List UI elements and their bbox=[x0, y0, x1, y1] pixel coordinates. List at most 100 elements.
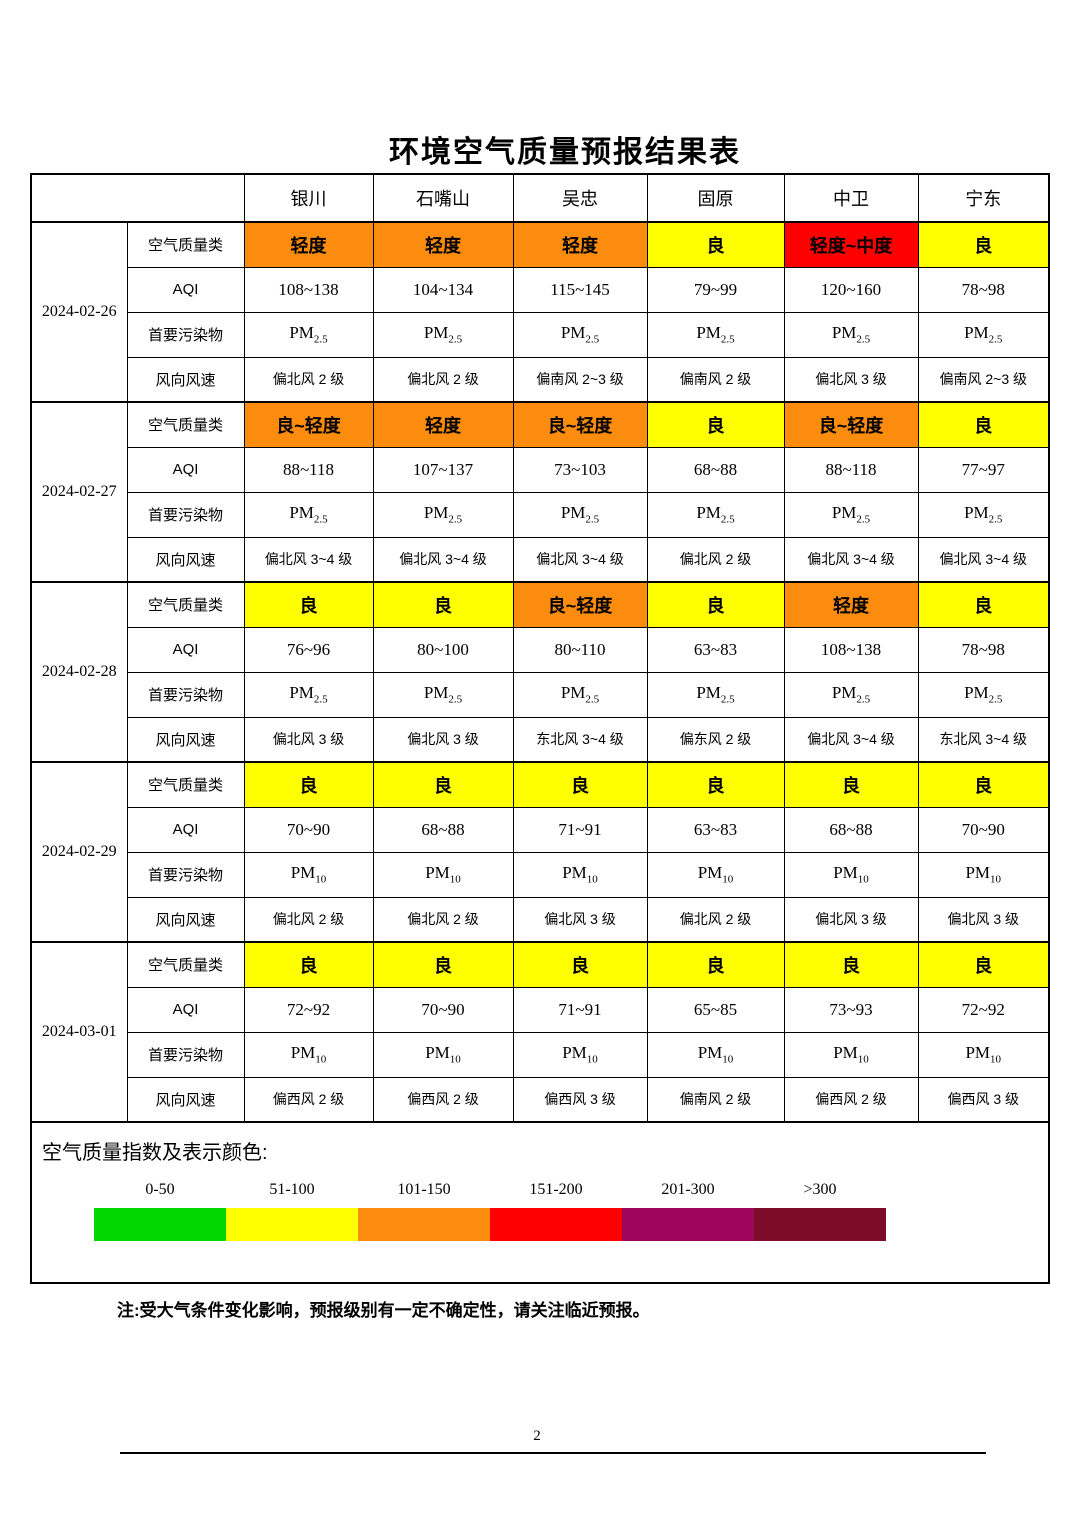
row-label: 首要污染物 bbox=[126, 671, 245, 718]
quality-cell: 良 bbox=[646, 761, 785, 808]
legend-color-swatch bbox=[490, 1208, 622, 1241]
row-label: AQI bbox=[126, 266, 245, 313]
aqi-cell: 88~118 bbox=[783, 446, 919, 493]
forecast-table-body: 2024-02-26 空气质量类 轻度 轻度 轻度良轻度~中度良 AQI 108~138 10… bbox=[30, 221, 1050, 1123]
legend-scale: 0-50 51-100 101-150 151-200 201-300 >300 bbox=[94, 1181, 886, 1241]
quality-cell: 轻度 bbox=[372, 221, 514, 268]
aqi-cell: 108~138 bbox=[783, 626, 919, 673]
table-row: 首要污染物 PM10 PM10 PM10 PM10 PM10 PM10 bbox=[31, 851, 1050, 898]
table-row: AQI 72~92 70~90 71~91 65~85 73~93 72~92 bbox=[31, 986, 1050, 1033]
date-cell: 2024-02-28 bbox=[30, 581, 128, 763]
pollutant-cell: PM10 bbox=[646, 1031, 785, 1078]
wind-cell: 偏北风 3 级 bbox=[372, 716, 514, 763]
quality-cell: 良 bbox=[917, 761, 1050, 808]
row-label: 空气质量类 bbox=[126, 401, 245, 448]
quality-cell: 良 bbox=[646, 221, 785, 268]
pollutant-cell: PM10 bbox=[917, 851, 1050, 898]
wind-cell: 偏南风 2 级 bbox=[646, 356, 785, 403]
table-row: 首要污染物 PM10 PM10 PM10 PM10 PM10 PM10 bbox=[31, 1031, 1050, 1078]
pollutant-cell: PM2.5 bbox=[243, 311, 374, 358]
table-row: 2024-02-28 空气质量类良良良~轻度良轻度良 bbox=[30, 581, 1050, 763]
page-note: 注:受大气条件变化影响，预报级别有一定不确定性，请关注临近预报。 bbox=[117, 1301, 650, 1320]
quality-cell: 良 bbox=[783, 941, 919, 988]
pollutant-cell: PM2.5 bbox=[372, 311, 514, 358]
table-row: 风向风速 偏北风 2 级偏北风 2 级偏北风 3 级偏北风 2 级偏北风 3 级偏… bbox=[31, 896, 1050, 943]
quality-cell: 良~轻度 bbox=[783, 401, 919, 448]
quality-cell: 轻度 bbox=[783, 581, 919, 628]
wind-cell: 偏西风 2 级 bbox=[243, 1076, 374, 1123]
aqi-cell: 78~98 bbox=[917, 626, 1050, 673]
pollutant-cell: PM10 bbox=[512, 1031, 648, 1078]
legend-row: 空气质量指数及表示颜色: 0-50 51-100 101-150 151-200 201… bbox=[30, 1121, 1050, 1284]
table-row: AQI 76~96 80~100 80~110 63~83 108~138 78~98 bbox=[31, 626, 1050, 673]
wind-cell: 偏北风 2 级 bbox=[646, 896, 785, 943]
city-header: 石嘴山 bbox=[372, 173, 514, 223]
row-label: AQI bbox=[126, 626, 245, 673]
pollutant-cell: PM2.5 bbox=[783, 491, 919, 538]
quality-cell: 良 bbox=[917, 401, 1050, 448]
quality-cell: 良~轻度 bbox=[512, 581, 648, 628]
legend-range-label: 101-150 bbox=[397, 1181, 451, 1198]
city-header: 银川 bbox=[243, 173, 374, 223]
table-row: 首要污染物 PM2.5 PM2.5 PM2.5 PM2.5 PM2.5 PM2.5 bbox=[31, 311, 1050, 358]
aqi-cell: 80~100 bbox=[372, 626, 514, 673]
pollutant-cell: PM10 bbox=[372, 1031, 514, 1078]
city-header: 固原 bbox=[646, 173, 785, 223]
table-row: 2024-02-27 空气质量类 良~轻度 轻度 良~轻度良良~轻度良 bbox=[30, 401, 1050, 583]
date-cell: 2024-02-27 bbox=[30, 401, 128, 583]
pollutant-cell: PM2.5 bbox=[646, 311, 785, 358]
date-cell: 2024-03-01 bbox=[30, 941, 128, 1123]
legend-range-label: 151-200 bbox=[529, 1181, 583, 1198]
wind-cell: 偏北风 2 级 bbox=[372, 896, 514, 943]
pollutant-cell: PM2.5 bbox=[372, 671, 514, 718]
legend-cell: 空气质量指数及表示颜色: 0-50 51-100 101-150 151-200 201… bbox=[30, 1121, 1050, 1284]
corner-cell bbox=[30, 173, 245, 223]
table-row: 2024-02-29 空气质量类良良良良良良 bbox=[30, 761, 1050, 943]
pollutant-cell: PM2.5 bbox=[917, 671, 1050, 718]
table-row: 风向风速 偏北风 3~4 级偏北风 3~4 级偏北风 3~4 级偏北风 2 级偏北… bbox=[31, 536, 1050, 583]
aqi-cell: 70~90 bbox=[917, 806, 1050, 853]
quality-cell: 良 bbox=[917, 221, 1050, 268]
pollutant-cell: PM2.5 bbox=[243, 671, 374, 718]
wind-cell: 偏北风 3~4 级 bbox=[917, 536, 1050, 583]
quality-cell: 良 bbox=[512, 941, 648, 988]
aqi-cell: 63~83 bbox=[646, 626, 785, 673]
row-label: 风向风速 bbox=[126, 356, 245, 403]
table-row: AQI 70~90 68~88 71~91 63~83 68~88 70~90 bbox=[31, 806, 1050, 853]
pollutant-cell: PM2.5 bbox=[646, 671, 785, 718]
pollutant-cell: PM2.5 bbox=[512, 671, 648, 718]
aqi-cell: 72~92 bbox=[917, 986, 1050, 1033]
row-label: 空气质量类 bbox=[126, 761, 245, 808]
wind-cell: 东北风 3~4 级 bbox=[512, 716, 648, 763]
pollutant-cell: PM2.5 bbox=[783, 311, 919, 358]
aqi-cell: 68~88 bbox=[372, 806, 514, 853]
pollutant-cell: PM10 bbox=[783, 1031, 919, 1078]
legend-color-swatch bbox=[226, 1208, 358, 1241]
pollutant-cell: PM2.5 bbox=[783, 671, 919, 718]
table-row: AQI 108~138 104~134 115~145 79~99 120~160 78~9… bbox=[31, 266, 1050, 313]
wind-cell: 偏北风 2 级 bbox=[243, 896, 374, 943]
aqi-cell: 72~92 bbox=[243, 986, 374, 1033]
quality-cell: 良 bbox=[917, 941, 1050, 988]
quality-cell: 良 bbox=[646, 401, 785, 448]
aqi-cell: 88~118 bbox=[243, 446, 374, 493]
wind-cell: 偏北风 2 级 bbox=[243, 356, 374, 403]
quality-cell: 良~轻度 bbox=[512, 401, 648, 448]
table-row: 首要污染物 PM2.5 PM2.5 PM2.5 PM2.5 PM2.5 PM2.5 bbox=[31, 671, 1050, 718]
pollutant-cell: PM10 bbox=[243, 1031, 374, 1078]
wind-cell: 偏西风 3 级 bbox=[917, 1076, 1050, 1123]
aqi-cell: 71~91 bbox=[512, 986, 648, 1033]
wind-cell: 偏北风 3~4 级 bbox=[372, 536, 514, 583]
wind-cell: 偏北风 3 级 bbox=[783, 896, 919, 943]
aqi-cell: 68~88 bbox=[646, 446, 785, 493]
pollutant-cell: PM2.5 bbox=[372, 491, 514, 538]
row-label: 空气质量类 bbox=[126, 941, 245, 988]
legend-color-swatch bbox=[94, 1208, 226, 1241]
quality-cell: 良~轻度 bbox=[243, 401, 374, 448]
quality-cell: 良 bbox=[783, 761, 919, 808]
quality-cell: 良 bbox=[243, 941, 374, 988]
row-label: 风向风速 bbox=[126, 536, 245, 583]
wind-cell: 偏西风 2 级 bbox=[783, 1076, 919, 1123]
legend-range-label: >300 bbox=[803, 1181, 837, 1198]
